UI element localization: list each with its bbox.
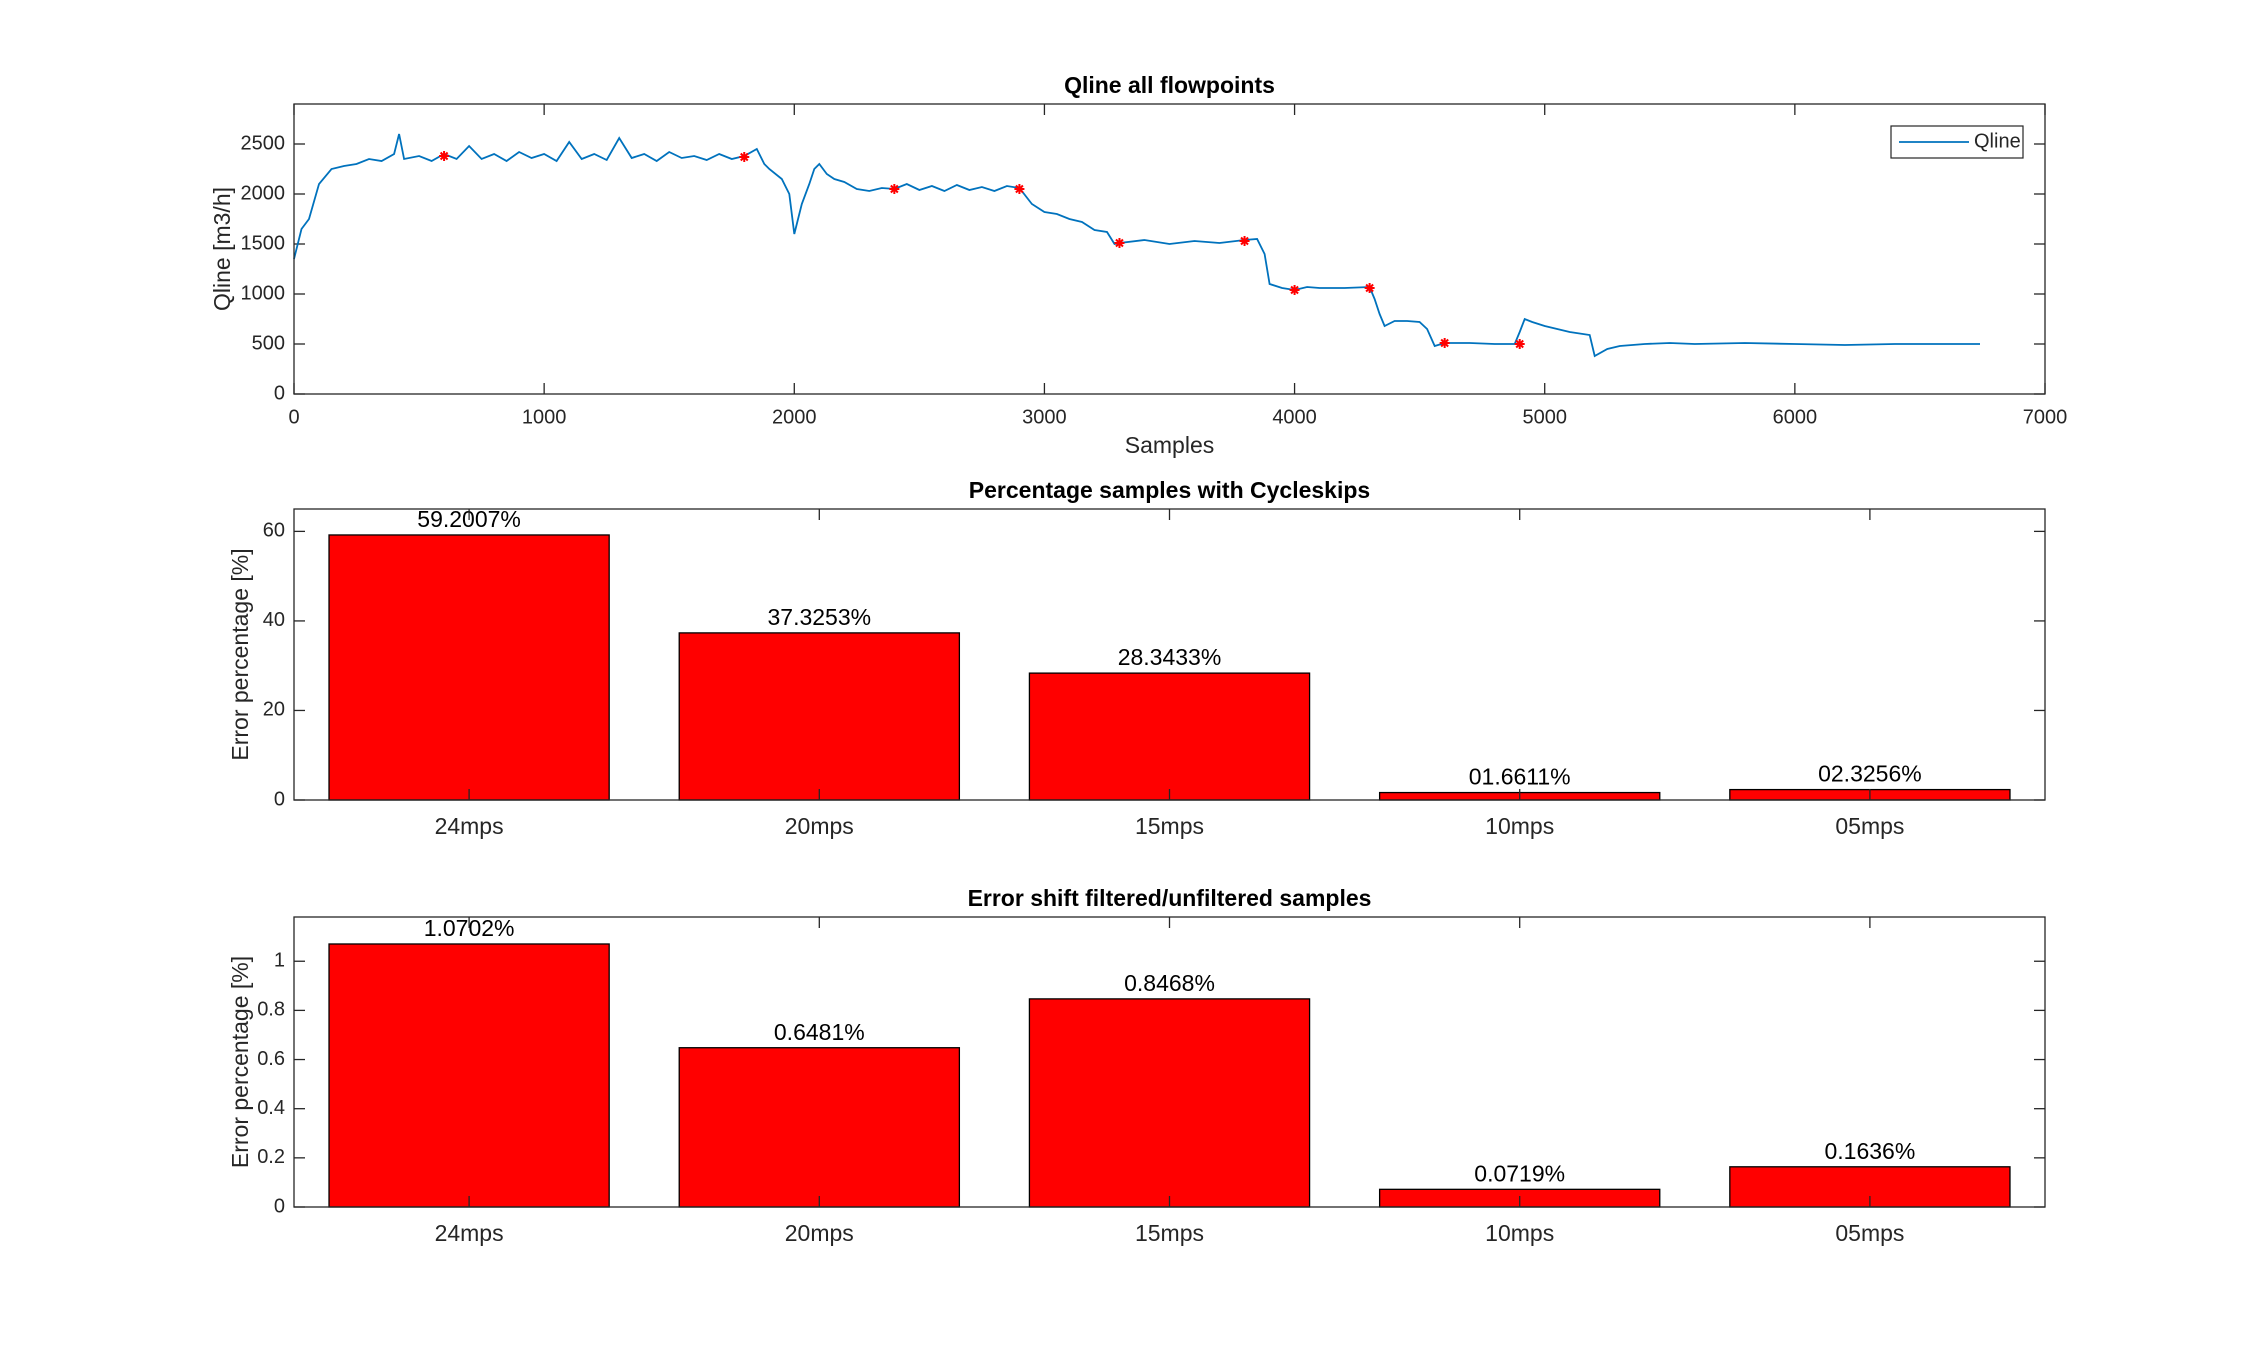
y-tick-label: 60 — [263, 520, 285, 542]
value-label: 01.6611% — [1469, 764, 1571, 790]
x-tick-label: 10mps — [1485, 1220, 1554, 1246]
y-tick-label: 0.4 — [257, 1097, 285, 1119]
bar — [328, 534, 610, 801]
legend-label: Qline — [1974, 130, 2021, 152]
x-tick-label: 20mps — [785, 1220, 854, 1246]
flowpoint-marker — [1239, 236, 1250, 246]
x-tick-label: 24mps — [435, 1220, 504, 1246]
y-tick-label: 0 — [274, 788, 285, 810]
flowpoint-marker — [889, 184, 900, 194]
value-label: 0.8468% — [1124, 970, 1215, 996]
x-tick-label: 6000 — [1773, 406, 1818, 428]
flowpoint-marker — [1514, 339, 1525, 349]
data-line — [293, 133, 1980, 358]
y-tick-label: 1000 — [241, 282, 286, 304]
y-tick-label: 1 — [274, 950, 285, 972]
bar — [678, 1047, 961, 1208]
axes-box — [293, 103, 2046, 395]
y-tick-label: 0.8 — [257, 999, 285, 1021]
y-axis-label: Error percentage [%] — [227, 956, 253, 1168]
bar — [1028, 998, 1311, 1208]
chart-title: Percentage samples with Cycleskips — [969, 477, 1370, 503]
x-tick-label: 5000 — [1522, 406, 1567, 428]
flowpoint-marker — [1014, 184, 1025, 194]
value-label: 28.3433% — [1118, 644, 1222, 670]
x-tick-label: 4000 — [1272, 406, 1317, 428]
y-axis-label: Error percentage [%] — [227, 548, 253, 760]
y-tick-label: 0.6 — [257, 1048, 285, 1070]
y-tick-label: 40 — [263, 609, 285, 631]
x-tick-label: 24mps — [435, 813, 504, 839]
axes-box — [293, 916, 2046, 1208]
flowpoint-marker — [1439, 338, 1450, 348]
value-label: 37.3253% — [768, 604, 872, 630]
y-tick-label: 1500 — [241, 232, 286, 254]
flowpoint-marker — [439, 151, 450, 161]
x-tick-label: 10mps — [1485, 813, 1554, 839]
x-tick-label: 05mps — [1835, 813, 1904, 839]
bar — [678, 632, 961, 801]
x-tick-label: 15mps — [1135, 813, 1204, 839]
plot-area — [294, 104, 2045, 394]
x-tick-label: 3000 — [1022, 406, 1067, 428]
y-tick-label: 0 — [274, 382, 285, 404]
flowpoint-marker — [1114, 238, 1125, 248]
axes-box — [293, 508, 2046, 801]
y-tick-label: 2000 — [241, 182, 286, 204]
x-tick-label: 1000 — [522, 406, 567, 428]
chart-title: Qline all flowpoints — [1064, 72, 1275, 98]
y-tick-label: 0.2 — [257, 1146, 285, 1168]
y-tick-label: 0 — [274, 1195, 285, 1217]
y-tick-label: 20 — [263, 699, 285, 721]
bar — [1028, 672, 1311, 801]
chart-title: Error shift filtered/unfiltered samples — [968, 885, 1372, 911]
bar — [328, 943, 610, 1208]
x-tick-label: 2000 — [772, 406, 817, 428]
x-tick-label: 20mps — [785, 813, 854, 839]
flowpoint-marker — [1364, 283, 1375, 293]
y-tick-label: 500 — [252, 332, 285, 354]
flowpoint-marker — [1289, 285, 1300, 295]
x-tick-label: 7000 — [2023, 406, 2068, 428]
value-label: 0.0719% — [1474, 1160, 1565, 1186]
value-label: 0.1636% — [1824, 1138, 1915, 1164]
x-axis-label: Samples — [1125, 432, 1214, 458]
value-label: 0.6481% — [774, 1019, 865, 1045]
x-tick-label: 15mps — [1135, 1220, 1204, 1246]
value-label: 02.3256% — [1818, 761, 1922, 787]
flowpoint-marker — [739, 152, 750, 162]
x-tick-label: 05mps — [1835, 1220, 1904, 1246]
x-tick-label: 0 — [288, 406, 299, 428]
y-tick-label: 2500 — [241, 132, 286, 154]
y-axis-label: Qline [m3/h] — [209, 187, 235, 311]
